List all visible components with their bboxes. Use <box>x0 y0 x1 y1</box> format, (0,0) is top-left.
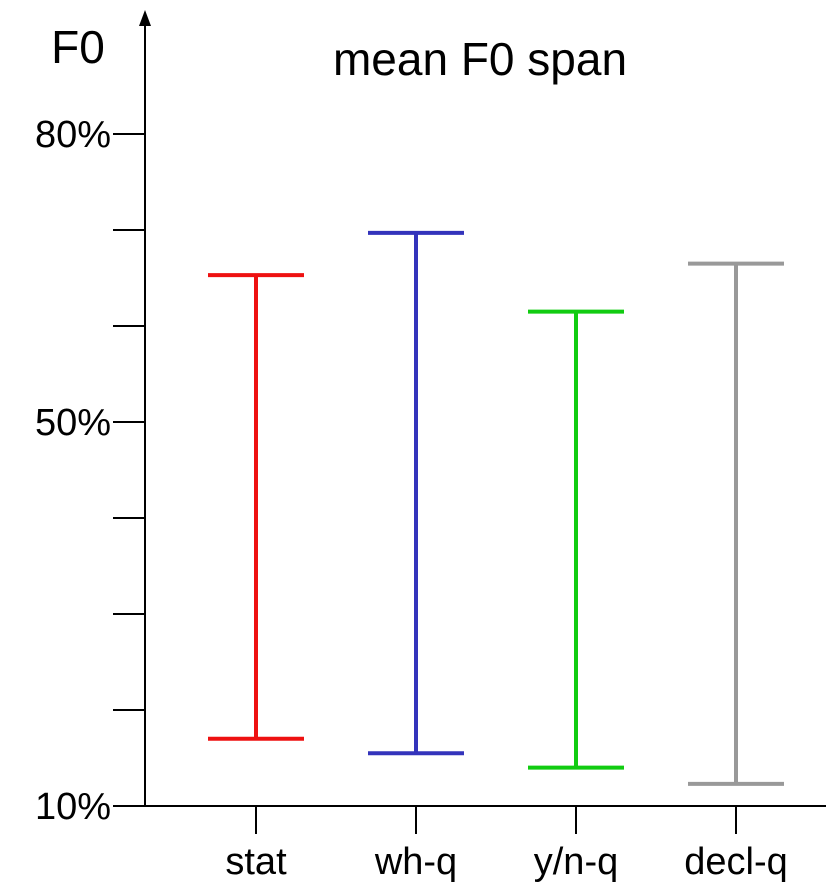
category-label: wh-q <box>374 841 457 883</box>
y-tick-label: 80% <box>35 114 111 156</box>
y-axis-title: F0 <box>51 21 105 73</box>
y-axis-arrow-icon <box>139 10 151 26</box>
category-labels: stat wh-q y/n-q decl-q <box>225 841 787 883</box>
range-bar-y/n-q <box>528 309 624 770</box>
x-ticks <box>255 806 737 834</box>
range-bar-stat <box>208 273 304 741</box>
category-label: stat <box>225 841 287 883</box>
chart-title: mean F0 span <box>333 33 627 85</box>
range-bar-wh-q <box>368 230 464 756</box>
range-series <box>208 230 784 786</box>
range-bar-decl-q <box>688 261 784 786</box>
category-label: decl-q <box>684 841 788 883</box>
y-ticks: 10% 50% 80% <box>35 114 145 828</box>
y-tick-label: 10% <box>35 786 111 828</box>
y-tick-label: 50% <box>35 402 111 444</box>
category-label: y/n-q <box>534 841 618 883</box>
